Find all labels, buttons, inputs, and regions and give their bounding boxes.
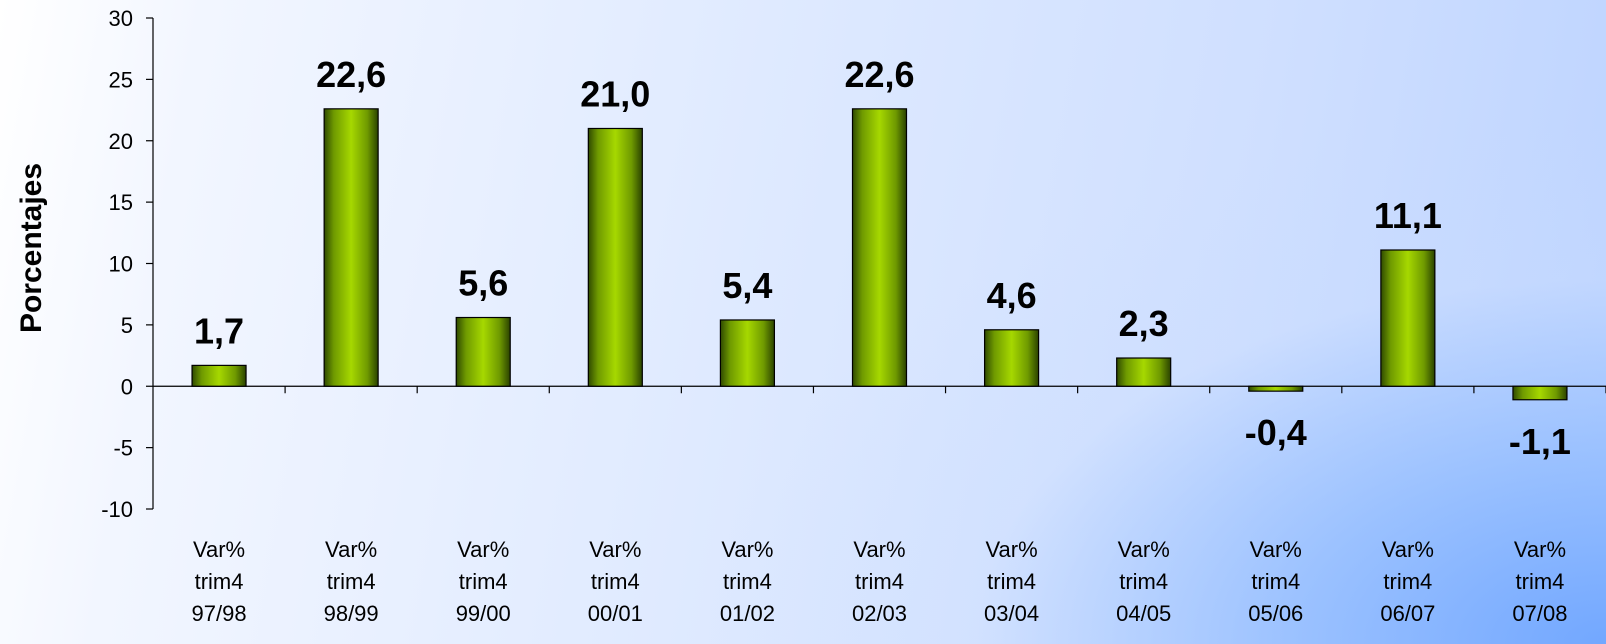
y-tick-label: 15 <box>109 190 133 215</box>
x-category-label: 02/03 <box>852 601 907 626</box>
x-category-label: 03/04 <box>984 601 1039 626</box>
y-tick-label: 30 <box>109 6 133 31</box>
x-category-label: trim4 <box>855 569 904 594</box>
data-label: 11,1 <box>1374 195 1442 236</box>
x-category-label: Var% <box>853 537 905 562</box>
x-category-label: trim4 <box>1383 569 1432 594</box>
x-category-label: Var% <box>589 537 641 562</box>
x-category-label: trim4 <box>1516 569 1565 594</box>
x-category-label: 99/00 <box>456 601 511 626</box>
x-category-label: 98/99 <box>324 601 379 626</box>
x-category-label: 01/02 <box>720 601 775 626</box>
x-category-label: Var% <box>1118 537 1170 562</box>
x-category-label: 04/05 <box>1116 601 1171 626</box>
y-tick-label: 20 <box>109 129 133 154</box>
x-category-label: Var% <box>325 537 377 562</box>
x-category-label: Var% <box>1514 537 1566 562</box>
x-category-label: trim4 <box>987 569 1036 594</box>
x-category-label: Var% <box>1250 537 1302 562</box>
data-label: 2,3 <box>1119 303 1169 344</box>
data-label: 1,7 <box>194 310 244 351</box>
bar <box>719 319 776 387</box>
y-tick-label: -5 <box>113 436 133 461</box>
data-label: 4,6 <box>987 275 1037 316</box>
x-category-label: Var% <box>721 537 773 562</box>
data-label: 5,4 <box>722 265 772 306</box>
x-category-label: trim4 <box>591 569 640 594</box>
bar <box>191 364 247 387</box>
x-category-label: Var% <box>193 537 245 562</box>
x-category-label: trim4 <box>1251 569 1300 594</box>
bar <box>983 329 1040 387</box>
y-tick-label: 0 <box>121 374 133 399</box>
bar <box>455 316 511 387</box>
x-category-label: trim4 <box>1119 569 1168 594</box>
y-tick-label: 10 <box>109 252 133 277</box>
x-category-label: Var% <box>457 537 509 562</box>
bar <box>851 108 908 387</box>
bar <box>587 127 643 387</box>
bar <box>1380 249 1436 387</box>
data-label: 5,6 <box>458 263 508 304</box>
y-tick-label: -10 <box>101 497 133 522</box>
x-category-label: 06/07 <box>1380 601 1435 626</box>
x-category-label: Var% <box>1382 537 1434 562</box>
data-label: 21,0 <box>580 73 650 114</box>
y-tick-label: 25 <box>109 67 133 92</box>
x-category-label: 00/01 <box>588 601 643 626</box>
bar <box>1512 385 1568 401</box>
bar <box>1248 385 1304 392</box>
x-category-label: 05/06 <box>1248 601 1303 626</box>
x-category-label: trim4 <box>327 569 376 594</box>
data-label: -0,4 <box>1245 412 1307 453</box>
bar <box>1116 357 1172 387</box>
x-category-label: trim4 <box>195 569 244 594</box>
x-category-label: 97/98 <box>192 601 247 626</box>
x-category-label: trim4 <box>723 569 772 594</box>
data-label: 22,6 <box>316 54 386 95</box>
x-category-label: Var% <box>986 537 1038 562</box>
data-label: -1,1 <box>1509 421 1571 462</box>
data-label: 22,6 <box>844 54 914 95</box>
y-tick-label: 5 <box>121 313 133 338</box>
x-category-label: trim4 <box>459 569 508 594</box>
x-category-label: 07/08 <box>1512 601 1567 626</box>
y-axis-title: Porcentajes <box>15 163 48 333</box>
bar <box>323 108 379 387</box>
